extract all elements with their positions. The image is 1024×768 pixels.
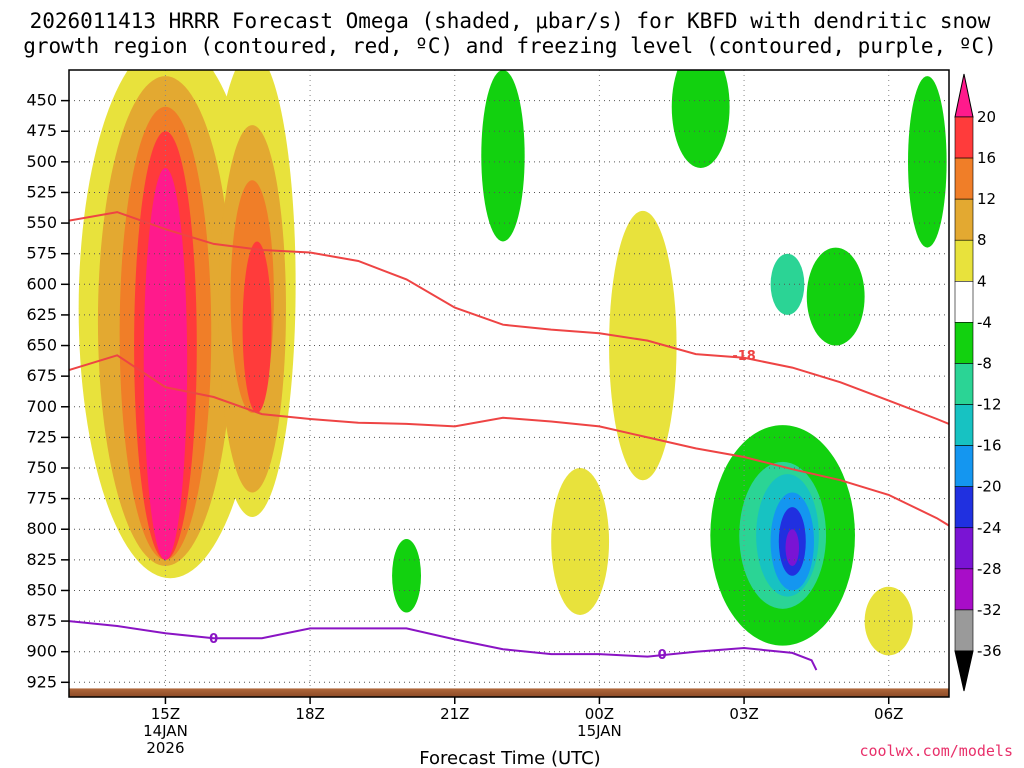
- y-axis-ticks: 450 475 500 525 550 575 600 625 650 675 700 725 750 7…: [26, 91, 69, 691]
- x-tick-date-15Z: 14JAN: [143, 722, 188, 740]
- colorbar-segment-3: [954, 239, 974, 282]
- colorbar-segment-5: [954, 322, 974, 364]
- chart-title-line-1: 2026011413 HRRR Forecast Omega (shaded, …: [30, 9, 991, 33]
- colorbar-label-4: 4: [977, 272, 987, 290]
- colorbar-segment-2: [954, 198, 974, 241]
- colorbar-segment-6: [954, 363, 974, 405]
- freezing-level-label-1: 0: [658, 648, 667, 663]
- y-tick-label-675: 675: [26, 366, 57, 385]
- omega-region-17: [908, 76, 947, 248]
- x-tick-label-00Z: 00Z: [585, 705, 614, 723]
- y-tick-label-625: 625: [26, 305, 57, 324]
- x-tick-label-06Z: 06Z: [874, 705, 903, 723]
- y-tick-label-650: 650: [26, 336, 57, 355]
- colorbar-label-0: 20: [977, 108, 996, 126]
- y-tick-label-550: 550: [26, 213, 57, 232]
- y-tick-label-725: 725: [26, 427, 57, 446]
- y-tick-label-925: 925: [26, 672, 57, 691]
- chart-title-line-2: growth region (contoured, red, ºC) and f…: [23, 34, 997, 58]
- colorbar-label-7: -12: [977, 396, 1002, 414]
- y-tick-label-800: 800: [26, 519, 57, 538]
- x-tick-date-00Z: 15JAN: [577, 722, 622, 740]
- y-tick-label-600: 600: [26, 274, 57, 293]
- colorbar-label-8: -16: [977, 437, 1002, 455]
- y-tick-label-900: 900: [26, 642, 57, 661]
- colorbar-segment-1: [954, 157, 974, 200]
- terrain-band: [69, 688, 949, 697]
- colorbar-label-1: 16: [977, 149, 996, 167]
- colorbar-label-5: -4: [977, 313, 992, 331]
- x-tick-label-03Z: 03Z: [729, 705, 758, 723]
- colorbar-label-9: -20: [977, 478, 1002, 496]
- dgz-contour-0: [69, 211, 949, 425]
- colorbar-segment-7: [954, 404, 974, 446]
- colorbar-segment-0: [954, 116, 974, 159]
- site-credit: coolwx.com/models: [859, 742, 1013, 760]
- x-tick-year-15Z: 2026: [146, 739, 184, 757]
- omega-region-4: [864, 586, 913, 656]
- y-tick-label-750: 750: [26, 458, 57, 477]
- colorbar-label-3: 8: [977, 231, 987, 249]
- omega-region-14: [806, 247, 865, 346]
- colorbar-label-11: -28: [977, 560, 1002, 578]
- plot-frame: [68, 69, 950, 698]
- colorbar-segment-8: [954, 445, 974, 487]
- y-tick-label-875: 875: [26, 611, 57, 630]
- omega-region-2: [609, 210, 677, 481]
- colorbar-bottom-arrow: [954, 650, 974, 692]
- colorbar-segment-12: [954, 609, 974, 652]
- y-tick-label-825: 825: [26, 550, 57, 569]
- y-tick-label-700: 700: [26, 397, 57, 416]
- omega-region-12: [481, 70, 525, 242]
- x-axis-label: Forecast Time (UTC): [419, 748, 600, 768]
- colorbar-segment-9: [954, 486, 974, 529]
- y-tick-label-450: 450: [26, 91, 57, 110]
- freezing-level-contour: [69, 620, 818, 671]
- omega-shaded-regions: [78, 70, 947, 656]
- grid-lines: [69, 70, 949, 697]
- omega-region-18: [770, 253, 805, 315]
- y-tick-label-500: 500: [26, 152, 57, 171]
- y-tick-label-525: 525: [26, 182, 57, 201]
- colorbar-label-6: -8: [977, 354, 992, 372]
- y-tick-label-850: 850: [26, 580, 57, 599]
- omega-region-13: [671, 70, 730, 168]
- freezing-level-label-0: 0: [209, 632, 218, 647]
- isotherm-contours: -18 0 0: [69, 211, 949, 671]
- colorbar-segment-4: [954, 281, 974, 323]
- plot-area: -18 0 0 450 475 500 525 550 575 600 625 650 675 700 7…: [26, 69, 950, 757]
- x-tick-label-21Z: 21Z: [440, 705, 469, 723]
- omega-region-23: [785, 529, 800, 566]
- y-tick-label-475: 475: [26, 121, 57, 140]
- omega-region-16: [392, 539, 421, 613]
- colorbar-label-13: -36: [977, 642, 1002, 660]
- y-tick-label-575: 575: [26, 244, 57, 263]
- colorbar-label-12: -32: [977, 601, 1002, 619]
- terrain-fill: [69, 688, 949, 697]
- colorbar: 20 16 12 8 4 -4 -8 -12 -16 -20 -24 -28 -32 -36: [954, 73, 1002, 692]
- dgz-contour-label: -18: [732, 349, 756, 364]
- x-tick-label-18Z: 18Z: [295, 705, 324, 723]
- omega-region-11: [143, 167, 188, 560]
- colorbar-top-arrow: [954, 73, 974, 118]
- y-tick-label-775: 775: [26, 489, 57, 508]
- x-tick-label-15Z: 15Z: [151, 705, 180, 723]
- dgz-contour-1: [69, 354, 949, 527]
- colorbar-segment-10: [954, 527, 974, 570]
- colorbar-segment-11: [954, 568, 974, 611]
- colorbar-label-10: -24: [977, 519, 1002, 537]
- omega-region-3: [551, 467, 610, 615]
- omega-region-10: [242, 241, 272, 413]
- colorbar-label-2: 12: [977, 190, 996, 208]
